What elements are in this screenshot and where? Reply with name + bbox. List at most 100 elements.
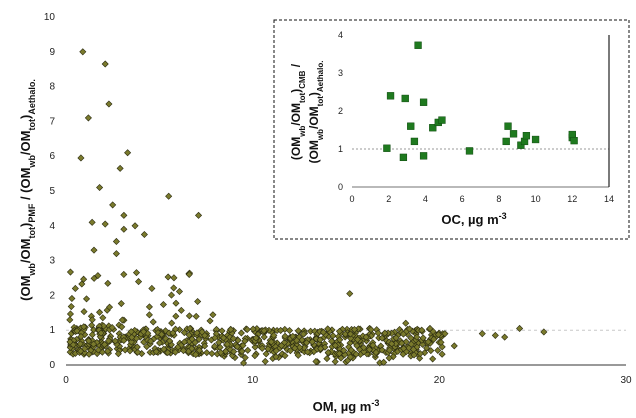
axis-label-part: tot [27, 227, 37, 239]
main-y-tick: 2 [49, 290, 55, 301]
main-data-point [346, 353, 354, 361]
inset-data-point [399, 153, 408, 162]
axis-label-part: / [289, 63, 303, 70]
main-data-point [90, 340, 98, 348]
axis-label-part: wb [27, 263, 37, 277]
main-data-point [188, 335, 196, 343]
main-data-point [66, 316, 74, 324]
main-data-point [90, 274, 98, 282]
main-data-point [427, 347, 435, 355]
axis-label-part: ) [18, 223, 33, 227]
main-data-point [378, 346, 386, 354]
main-data-point [262, 350, 270, 358]
main-data-point [291, 344, 299, 352]
main-data-point [160, 345, 168, 353]
main-x-tick-labels: 0 10 20 30 [63, 375, 632, 386]
main-data-point [237, 329, 245, 337]
main-data-point [426, 324, 434, 332]
main-data-point [140, 328, 148, 336]
main-data-point [324, 348, 332, 357]
main-data-point [304, 348, 312, 356]
main-data-point [441, 330, 449, 338]
main-data-point [211, 342, 219, 350]
main-data-point [96, 308, 104, 316]
main-data-point [132, 269, 141, 277]
main-data-point [85, 350, 93, 358]
main-data-point [88, 331, 96, 339]
main-data-point [185, 331, 193, 339]
inset-x-axis-label: OC, µg m-3 [441, 211, 506, 227]
main-data-point [101, 60, 109, 68]
main-data-point [328, 337, 336, 345]
main-data-point [413, 333, 421, 341]
main-data-point [164, 349, 172, 357]
inset-data-point [386, 92, 395, 100]
main-data-point [434, 331, 442, 339]
main-data-point [198, 328, 206, 336]
main-data-point [121, 346, 129, 354]
main-data-point [400, 344, 408, 353]
inset-data-points [383, 41, 578, 162]
main-data-point [296, 343, 304, 351]
main-data-point [281, 332, 289, 340]
main-data-point [76, 340, 84, 348]
main-data-point [118, 323, 126, 331]
inset-data-point [517, 141, 525, 149]
inset-data-point [465, 147, 474, 155]
main-data-point [114, 350, 122, 358]
main-data-point [80, 323, 88, 331]
main-data-point [172, 299, 180, 307]
main-data-point [188, 345, 196, 353]
axis-label-part: ) [289, 89, 303, 93]
main-data-point [299, 330, 308, 338]
main-data-point [179, 347, 188, 355]
inset-data-point [429, 124, 437, 132]
main-data-point [145, 311, 153, 319]
main-data-point [381, 329, 389, 337]
main-y-tick: 10 [44, 12, 56, 23]
main-data-point [104, 347, 112, 355]
main-data-point [104, 337, 113, 345]
main-data-point [67, 303, 75, 311]
main-data-point [294, 327, 302, 335]
inset-frame [273, 19, 630, 240]
main-y-tick: 7 [49, 116, 55, 127]
main-data-point [418, 326, 426, 334]
inset-data-point [568, 130, 576, 139]
main-data-point [516, 324, 524, 332]
main-data-point [218, 327, 226, 335]
main-data-point [335, 327, 344, 335]
main-data-point [109, 201, 117, 209]
main-data-point [317, 345, 325, 353]
axis-label-part: /OM [307, 106, 321, 129]
main-data-point [303, 339, 311, 347]
main-data-point [272, 353, 280, 361]
main-data-point [112, 250, 120, 258]
main-data-point [171, 348, 179, 356]
main-data-point [215, 338, 223, 346]
main-data-point [66, 268, 74, 276]
main-data-point [68, 294, 76, 303]
main-data-point [405, 325, 414, 333]
main-data-point [429, 355, 437, 363]
main-data-point [229, 335, 237, 343]
main-data-point [336, 336, 344, 344]
axis-label-part: /OM [18, 131, 33, 156]
main-y-tick: 4 [49, 221, 55, 232]
axis-label-part: ) [307, 92, 321, 96]
inset-data-point [509, 130, 518, 138]
inset-data-point [419, 152, 428, 160]
main-data-point [277, 326, 285, 334]
main-data-point [380, 358, 388, 366]
main-data-point [410, 351, 418, 359]
axis-label-part: tot [298, 92, 307, 103]
axis-label-part: wb [316, 129, 325, 141]
main-data-point [251, 343, 259, 351]
main-data-point [319, 328, 327, 336]
inset-y-tick: 4 [338, 30, 343, 40]
inset-y-tick: 2 [338, 106, 343, 116]
inset-data-point [407, 122, 415, 130]
main-data-point [241, 354, 249, 362]
main-data-point [120, 336, 128, 345]
